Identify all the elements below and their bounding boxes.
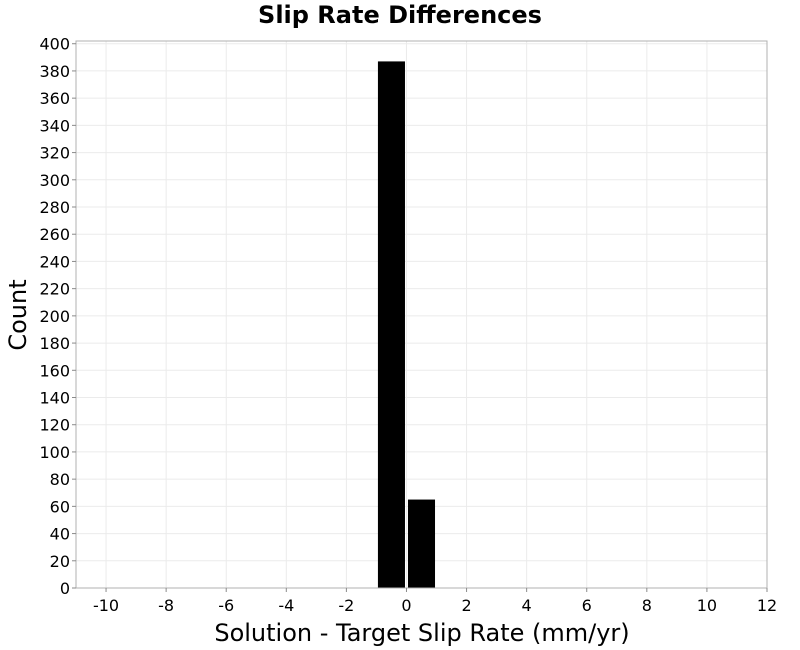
y-tick-label: 0 xyxy=(60,579,70,598)
y-tick-label: 60 xyxy=(50,497,70,516)
x-tick-label: 8 xyxy=(642,596,652,615)
y-tick-label: 120 xyxy=(39,416,70,435)
x-axis-label: Solution - Target Slip Rate (mm/yr) xyxy=(214,619,629,647)
histogram-bar xyxy=(377,61,405,588)
y-tick-label: 180 xyxy=(39,334,70,353)
y-tick-label: 320 xyxy=(39,144,70,163)
y-tick-label: 240 xyxy=(39,252,70,271)
x-tick-label: 4 xyxy=(522,596,532,615)
y-tick-label: 340 xyxy=(39,116,70,135)
y-tick-label: 20 xyxy=(50,552,70,571)
x-tick-label: -4 xyxy=(278,596,294,615)
x-tick-label: -2 xyxy=(338,596,354,615)
histogram-bar xyxy=(407,499,436,588)
y-axis-tick-labels: 0 20 40 60 80 100 120 140 160 180 200 220 240 260 280 3… xyxy=(39,35,70,598)
y-tick-label: 140 xyxy=(39,389,70,408)
x-tick-label: 2 xyxy=(461,596,471,615)
plot-area xyxy=(75,40,768,589)
y-tick-label: 380 xyxy=(39,62,70,81)
x-tick-label: -10 xyxy=(93,596,119,615)
x-tick-label: -8 xyxy=(158,596,174,615)
y-tick-label: 100 xyxy=(39,443,70,462)
x-tick-label: 6 xyxy=(582,596,592,615)
y-tick-label: 400 xyxy=(39,35,70,54)
x-tick-label: 10 xyxy=(697,596,717,615)
y-tick-label: 260 xyxy=(39,225,70,244)
grid-lines xyxy=(76,41,768,589)
tick-marks xyxy=(72,43,768,592)
x-axis-tick-labels: -10 -8 -6 -4 -2 0 2 4 6 8 10 12 xyxy=(93,596,777,615)
y-tick-label: 220 xyxy=(39,280,70,299)
y-tick-label: 300 xyxy=(39,171,70,190)
x-tick-label: 12 xyxy=(757,596,777,615)
x-tick-label: 0 xyxy=(401,596,411,615)
y-tick-label: 40 xyxy=(50,525,70,544)
x-tick-label: -6 xyxy=(218,596,234,615)
y-tick-label: 200 xyxy=(39,307,70,326)
bars xyxy=(377,61,436,588)
y-tick-label: 160 xyxy=(39,361,70,380)
chart-title: Slip Rate Differences xyxy=(258,1,542,29)
y-tick-label: 280 xyxy=(39,198,70,217)
y-tick-label: 80 xyxy=(50,470,70,489)
y-axis-label: Count xyxy=(4,279,32,350)
y-tick-label: 360 xyxy=(39,89,70,108)
